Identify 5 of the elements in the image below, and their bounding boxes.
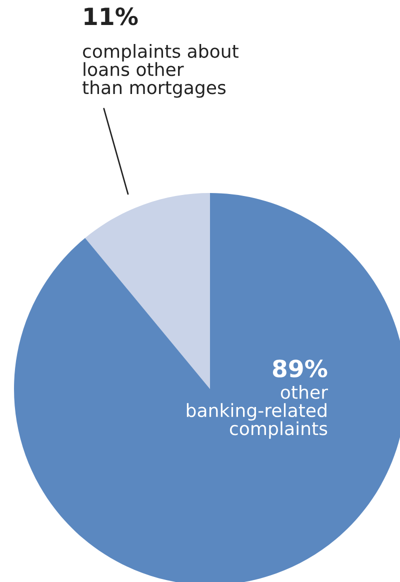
slice-label: other banking-related complaints: [186, 385, 328, 439]
slice-label: complaints about loans other than mortgages: [82, 44, 238, 98]
data-label: 11%: [84, 7, 138, 26]
data-label: 89%: [272, 360, 328, 378]
pie-slice: [85, 193, 210, 389]
